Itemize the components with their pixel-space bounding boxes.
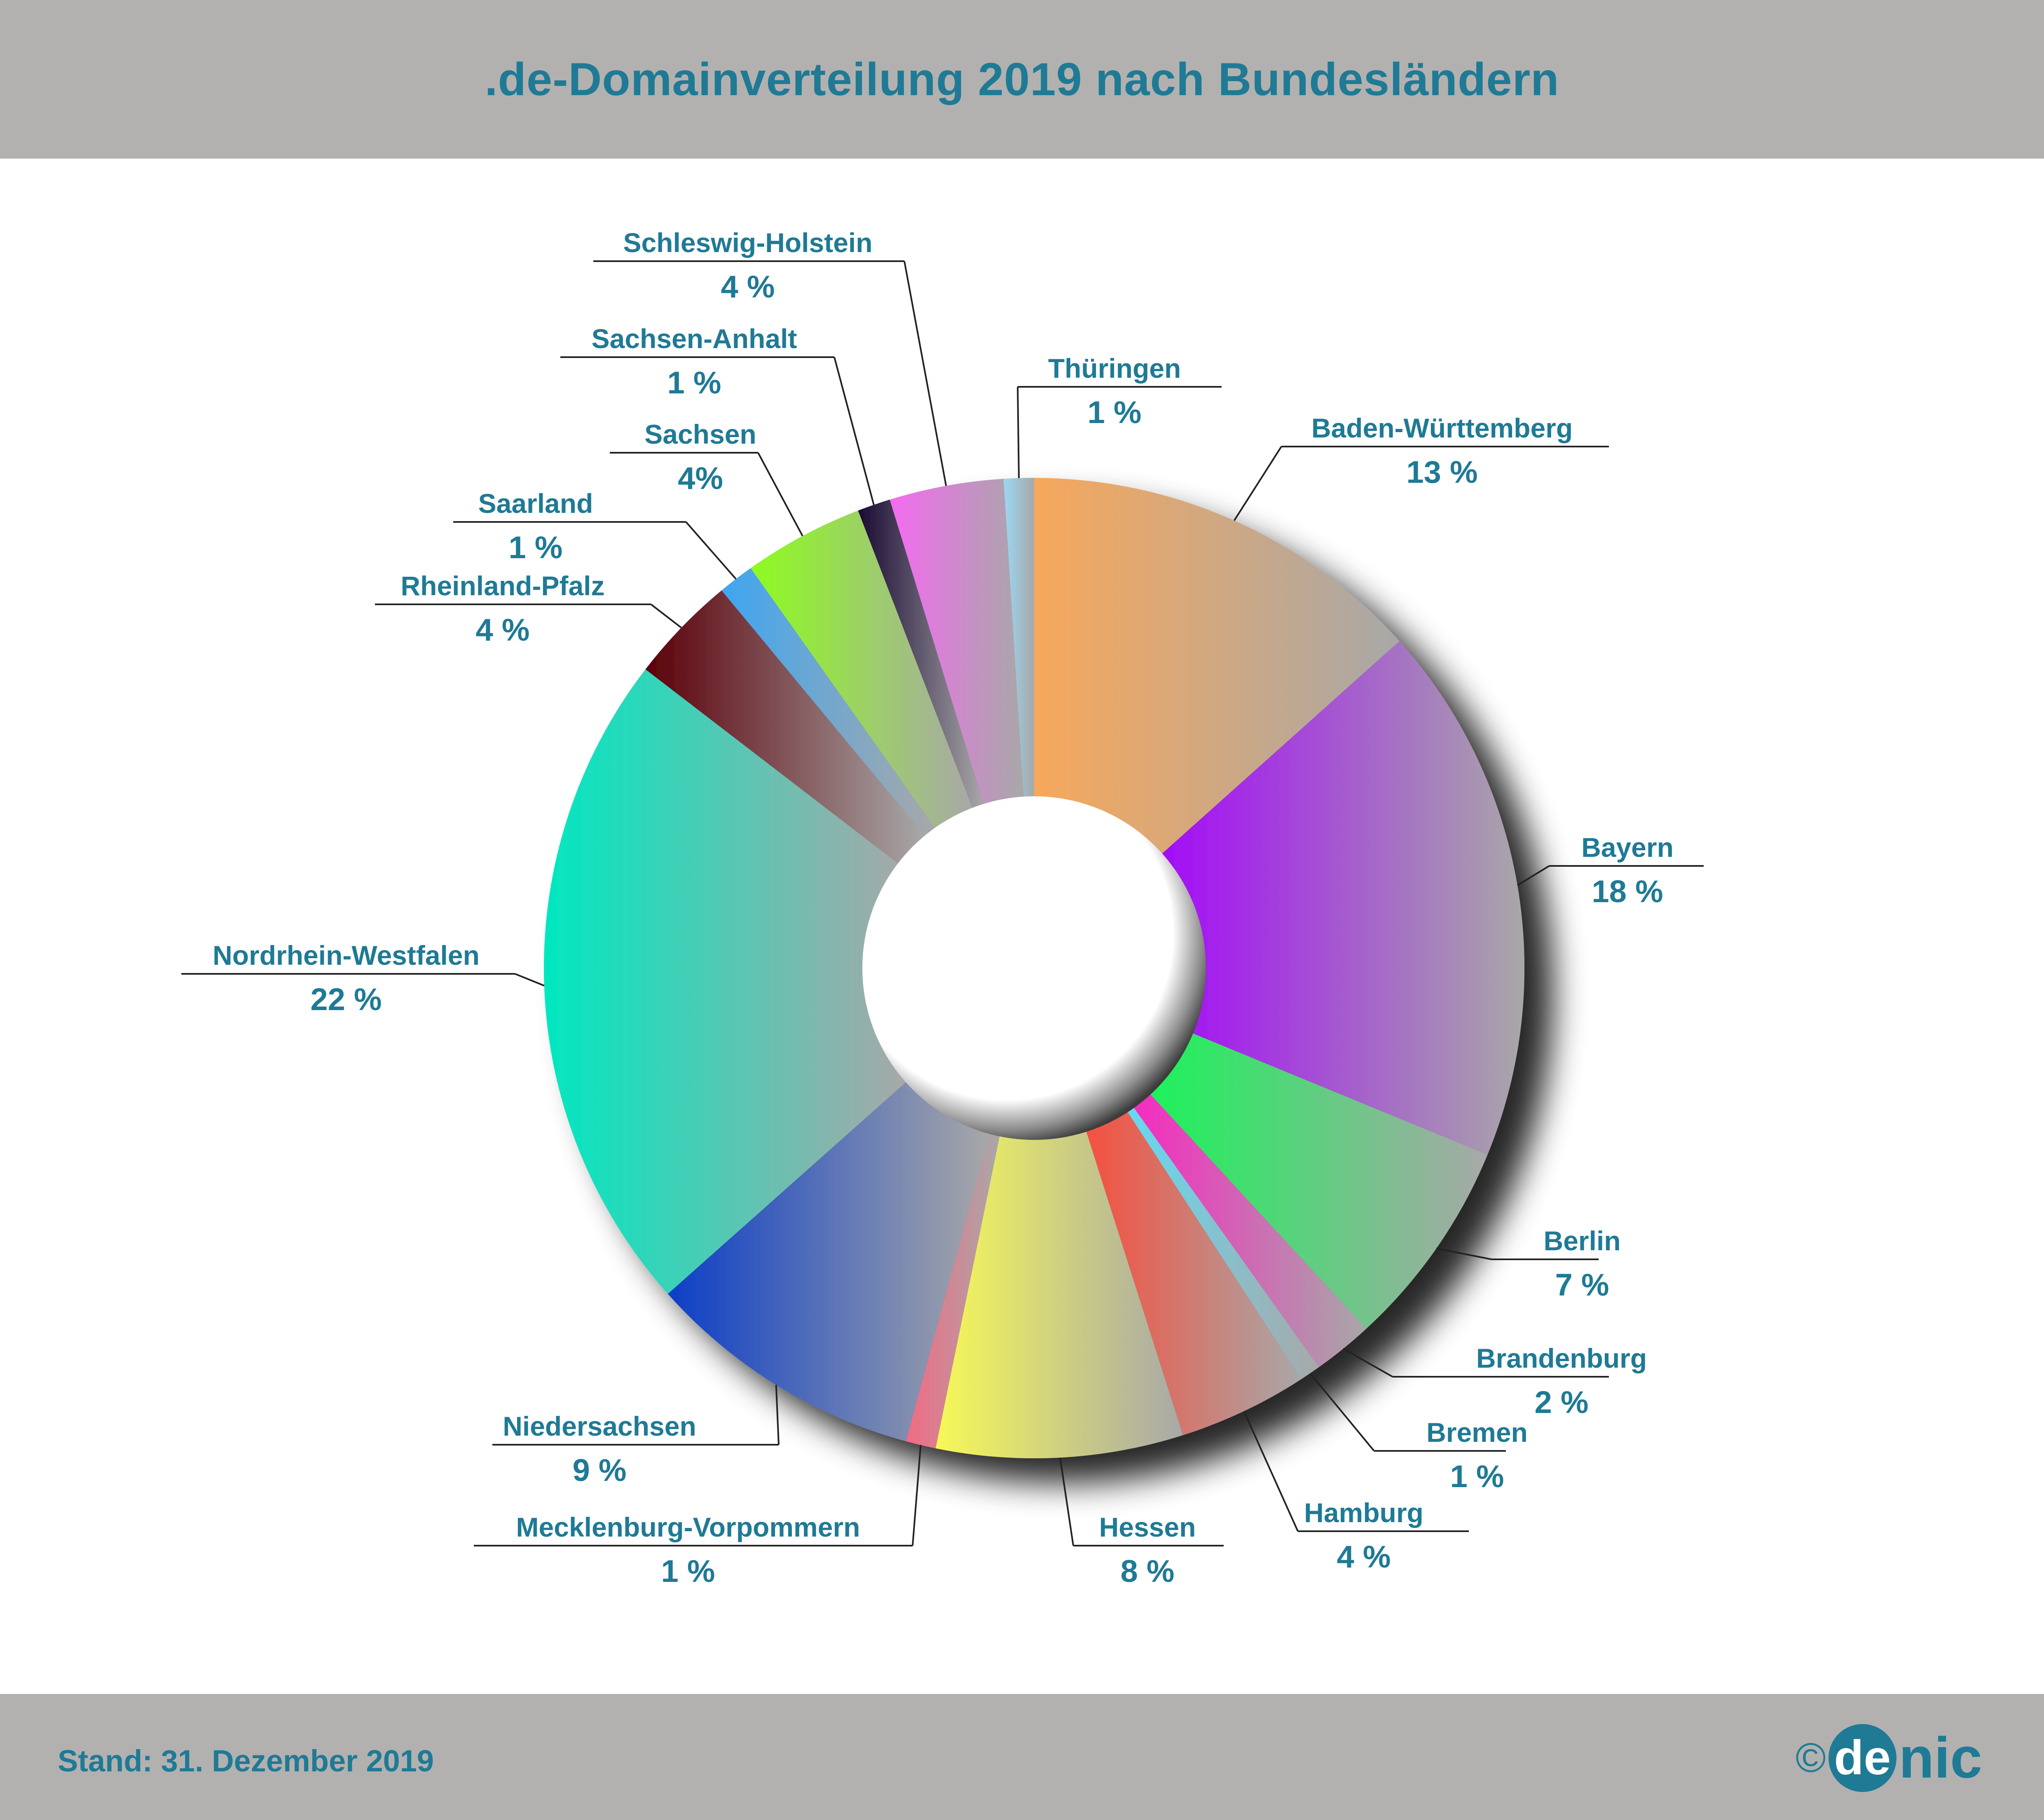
slice-value-thüringen: 1 %	[1088, 395, 1142, 430]
slice-label-hessen: Hessen	[1099, 1512, 1196, 1542]
slice-label-berlin: Berlin	[1543, 1226, 1620, 1256]
slice-label-saarland: Saarland	[478, 488, 593, 519]
leader-line-mecklenburg-vorpommern	[912, 1445, 922, 1546]
leader-line-brandenburg	[1343, 1348, 1393, 1378]
slice-value-baden-württemberg: 13 %	[1406, 455, 1477, 490]
donut-ring	[543, 478, 1524, 1459]
slice-baden-württemberg	[1034, 478, 1400, 854]
slice-bayern	[1161, 641, 1524, 1155]
slice-label-hamburg: Hamburg	[1304, 1497, 1424, 1528]
slice-schleswig-holstein	[890, 479, 1024, 805]
footer-band: Stand: 31. Dezember 2019 © de nic	[0, 1694, 2044, 1820]
slice-bremen	[1127, 1107, 1319, 1379]
slice-label-schleswig-holstein: Schleswig-Holstein	[623, 227, 872, 258]
labels-layer: Baden-Württemberg 13 % Bayern 18 % Berlin 7 %…	[181, 227, 1704, 1589]
donut-hole	[862, 796, 1206, 1140]
slice-thüringen	[1003, 478, 1034, 798]
logo-circle: de	[1828, 1724, 1896, 1792]
slice-value-sachsen: 4%	[678, 461, 723, 496]
slice-value-saarland: 1 %	[509, 530, 563, 565]
slice-label-niedersachsen: Niedersachsen	[503, 1411, 696, 1441]
slice-value-sachsen-anhalt: 1 %	[667, 365, 721, 400]
slice-value-schleswig-holstein: 4 %	[721, 269, 775, 304]
slice-sachsen-anhalt	[858, 499, 984, 809]
leader-line-schleswig-holstein	[904, 261, 947, 486]
leader-line-rheinland-pfalz	[650, 604, 682, 629]
slice-label-rheinland-pfalz: Rheinland-Pfalz	[400, 571, 604, 601]
slice-value-nordrhein-westfalen: 22 %	[310, 982, 382, 1017]
slice-label-bremen: Bremen	[1426, 1417, 1528, 1448]
leader-line-nordrhein-westfalen	[515, 973, 545, 987]
slice-value-niedersachsen: 9 %	[573, 1453, 627, 1488]
denic-logo: © de nic	[1796, 1719, 1982, 1797]
leader-line-berlin	[1436, 1247, 1492, 1260]
logo-text: nic	[1899, 1725, 1982, 1790]
slice-label-mecklenburg-vorpommern: Mecklenburg-Vorpommern	[516, 1512, 860, 1542]
slice-value-brandenburg: 2 %	[1535, 1385, 1589, 1420]
slice-nordrhein-westfalen	[543, 669, 906, 1294]
slice-label-sachsen: Sachsen	[644, 419, 756, 449]
slice-berlin	[1150, 1033, 1488, 1329]
slice-value-hamburg: 4 %	[1337, 1539, 1391, 1574]
slices-layer	[543, 478, 1524, 1459]
slice-mecklenburg-vorpommern	[906, 1133, 1000, 1448]
leader-line-hessen	[1059, 1457, 1074, 1546]
slice-label-nordrhein-westfalen: Nordrhein-Westfalen	[213, 940, 480, 971]
chart-title: .de-Domainverteilung 2019 nach Bundeslän…	[485, 54, 1559, 105]
leader-line-sachsen-anhalt	[834, 357, 875, 505]
slice-label-brandenburg: Brandenburg	[1476, 1343, 1647, 1373]
leader-line-sachsen	[757, 452, 803, 537]
leader-line-hamburg	[1243, 1411, 1299, 1532]
donut-hole-layer	[862, 796, 1206, 1140]
leader-line-bremen	[1309, 1373, 1375, 1452]
slice-brandenburg	[1133, 1094, 1367, 1367]
leader-line-baden-württemberg	[1233, 446, 1282, 521]
leader-line-bayern	[1517, 865, 1550, 886]
header-band: .de-Domainverteilung 2019 nach Bundeslän…	[0, 0, 2044, 159]
slice-value-berlin: 7 %	[1555, 1268, 1609, 1303]
slice-value-bremen: 1 %	[1450, 1459, 1504, 1494]
leader-line-saarland	[685, 521, 737, 580]
footer-date: Stand: 31. Dezember 2019	[58, 1744, 434, 1778]
slice-rheinland-pfalz	[645, 590, 925, 864]
slice-sachsen	[750, 510, 973, 829]
leader-line-thüringen	[1017, 386, 1020, 478]
slice-label-sachsen-anhalt: Sachsen-Anhalt	[592, 323, 797, 354]
slice-label-bayern: Bayern	[1581, 832, 1674, 863]
slice-niedersachsen	[667, 1081, 990, 1441]
slice-label-baden-württemberg: Baden-Württemberg	[1311, 413, 1573, 443]
slice-hamburg	[1086, 1111, 1302, 1435]
slice-hessen	[935, 1131, 1183, 1459]
slice-label-thüringen: Thüringen	[1048, 353, 1181, 384]
slice-value-hessen: 8 %	[1121, 1554, 1175, 1589]
copyright-symbol: ©	[1796, 1734, 1826, 1781]
slice-value-bayern: 18 %	[1592, 874, 1663, 909]
slice-value-mecklenburg-vorpommern: 1 %	[661, 1554, 715, 1589]
leader-line-niedersachsen	[775, 1385, 780, 1445]
slice-saarland	[721, 568, 936, 837]
slice-value-rheinland-pfalz: 4 %	[476, 613, 530, 648]
